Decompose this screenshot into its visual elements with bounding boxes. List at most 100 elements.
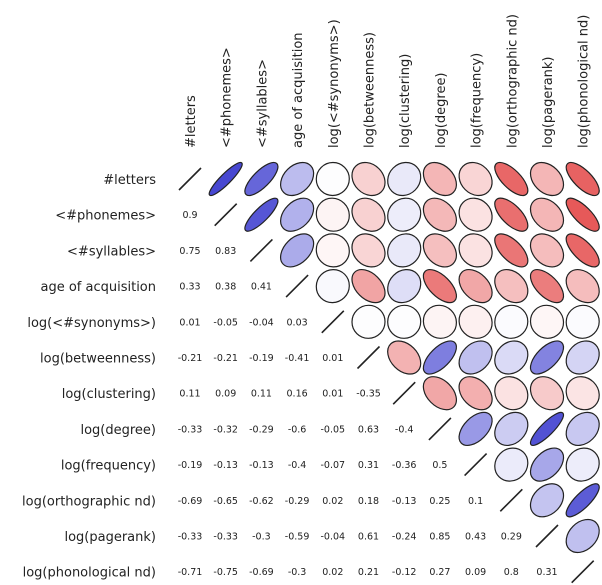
correlation-ellipse: [351, 233, 386, 268]
row-label: <#phonemes>: [55, 209, 156, 224]
row-labels: #letters <#phonemes> <#syllables> age of ac…: [22, 173, 156, 581]
correlation-value: -0.05: [321, 424, 346, 435]
correlation-value: -0.32: [213, 424, 238, 435]
correlation-ellipse: [280, 197, 315, 232]
diagonal-line: [214, 203, 238, 227]
correlation-ellipse: [315, 233, 350, 268]
correlation-ellipse: [244, 197, 279, 232]
correlation-ellipse: [458, 233, 493, 268]
correlation-ellipse: [529, 233, 565, 268]
correlation-value: -0.6: [288, 424, 307, 435]
correlation-ellipse: [529, 161, 565, 197]
correlation-value: -0.12: [392, 567, 417, 578]
correlation-value: -0.36: [392, 460, 417, 471]
correlation-ellipse: [351, 197, 386, 232]
correlation-ellipse: [279, 161, 315, 197]
correlation-ellipse: [565, 518, 600, 554]
column-label: log(clustering): [398, 54, 413, 148]
correlation-ellipse: [529, 304, 565, 339]
correlation-value: 0.38: [215, 282, 236, 293]
correlation-ellipse: [494, 304, 529, 339]
correlation-ellipse: [351, 161, 386, 197]
correlation-value: -0.19: [178, 460, 203, 471]
correlation-value: -0.07: [321, 460, 346, 471]
correlation-value: 0.27: [429, 567, 450, 578]
correlation-value: -0.65: [213, 496, 238, 507]
correlation-value: 0.21: [358, 567, 379, 578]
correlation-ellipse: [458, 411, 493, 447]
correlation-ellipse: [387, 197, 422, 232]
column-label: log(<#synonyms>): [327, 19, 342, 148]
correlation-ellipse: [529, 340, 565, 375]
correlation-value: 0.09: [465, 567, 486, 578]
correlation-ellipse: [387, 269, 422, 304]
diagonal-line: [285, 274, 309, 298]
correlation-ellipse: [351, 269, 386, 304]
correlation-value: -0.33: [178, 424, 203, 435]
correlation-ellipse: [494, 340, 529, 375]
correlation-ellipse: [387, 340, 422, 375]
row-label: log(clustering): [62, 387, 156, 402]
correlation-value: 0.03: [287, 317, 308, 328]
correlation-value: -0.21: [178, 353, 203, 364]
correlation-value: -0.71: [178, 567, 203, 578]
correlation-value: -0.04: [321, 532, 346, 543]
correlation-value: 0.01: [179, 317, 200, 328]
correlation-ellipse: [387, 233, 422, 268]
column-label: log(betweenness): [363, 32, 378, 148]
correlation-value: 0.8: [504, 567, 519, 578]
correlation-ellipse: [565, 197, 600, 232]
correlation-ellipse: [280, 233, 315, 268]
correlation-ellipse: [565, 340, 600, 375]
diagonal-line: [499, 488, 523, 512]
correlation-ellipse: [244, 161, 279, 197]
correlation-ellipse: [422, 304, 458, 339]
row-label: log(degree): [80, 423, 156, 438]
correlation-ellipse: [458, 376, 493, 411]
correlation-value: -0.13: [249, 460, 274, 471]
column-label: log(pagerank): [541, 56, 556, 148]
correlation-value: 0.9: [182, 210, 197, 221]
correlation-ellipse: [565, 161, 600, 197]
correlation-ellipse: [422, 268, 458, 304]
column-labels: #letters <#phonemes> <#syllables> age of ac…: [184, 14, 592, 148]
correlation-ellipse: [494, 447, 529, 482]
correlation-value: -0.13: [213, 460, 238, 471]
column-label: log(degree): [434, 72, 449, 148]
row-label: log(orthographic nd): [22, 494, 156, 509]
correlation-ellipse: [529, 268, 565, 304]
correlation-ellipse: [208, 161, 243, 197]
correlation-value: 0.33: [179, 282, 200, 293]
correlation-value: -0.33: [178, 532, 203, 543]
correlation-value: 0.61: [358, 532, 379, 543]
diagonal-line: [392, 381, 416, 405]
correlation-value: -0.05: [213, 317, 238, 328]
correlation-value: 0.31: [358, 460, 379, 471]
correlation-value: -0.62: [249, 496, 274, 507]
row-label: log(pagerank): [64, 530, 156, 545]
correlation-value: 0.01: [322, 353, 343, 364]
correlation-value: -0.59: [285, 532, 310, 543]
correlation-value: -0.19: [249, 353, 274, 364]
correlation-value: 0.02: [322, 496, 343, 507]
correlation-ellipse: [458, 340, 493, 375]
diagonal-line: [356, 345, 381, 370]
correlation-value: -0.21: [213, 353, 238, 364]
correlation-value: -0.69: [249, 567, 274, 578]
correlation-ellipse: [565, 269, 600, 304]
correlation-value: 0.18: [358, 496, 379, 507]
correlation-value: 0.11: [251, 389, 272, 400]
correlation-ellipse: [565, 447, 600, 482]
correlation-value: 0.02: [322, 567, 343, 578]
correlation-value: 0.85: [429, 532, 450, 543]
correlation-value: 0.25: [429, 496, 450, 507]
correlation-ellipse: [494, 161, 529, 197]
column-label: <#syllables>: [255, 59, 270, 148]
column-label: log(frequency): [470, 53, 485, 148]
correlation-ellipse: [529, 376, 565, 411]
correlation-ellipse: [458, 161, 493, 197]
row-label: #letters: [103, 173, 156, 188]
correlation-value: -0.35: [356, 389, 381, 400]
correlation-ellipse: [494, 233, 529, 268]
